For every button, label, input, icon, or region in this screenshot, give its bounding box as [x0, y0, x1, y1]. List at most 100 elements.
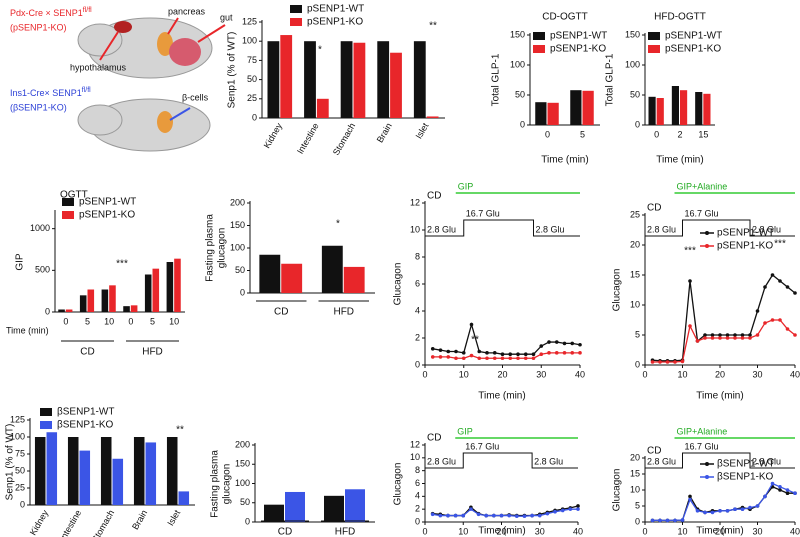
- y-tick-label: 50: [630, 89, 640, 99]
- data-point: [770, 481, 775, 486]
- protocol-label: 2.8 Glu: [752, 224, 781, 234]
- x-axis-label: Time (min): [6, 325, 49, 335]
- bar: [304, 41, 316, 119]
- data-point: [785, 327, 790, 331]
- organ-label: β-cells: [182, 92, 209, 102]
- y-tick-label: 25: [15, 482, 25, 492]
- y-axis-label: Fasting plasma: [210, 450, 221, 518]
- x-tick-label: 10: [459, 369, 469, 379]
- x-tick-label: 0: [63, 316, 68, 326]
- legend-label: pSENP1-KO: [717, 241, 773, 252]
- protocol-label: 2.8 Glu: [427, 456, 456, 466]
- y-tick-label: 2: [415, 504, 420, 514]
- legend-swatch: [290, 5, 302, 13]
- data-point: [547, 340, 551, 344]
- x-tick-label: 30: [752, 369, 762, 379]
- data-point: [560, 508, 565, 513]
- data-point: [461, 356, 466, 361]
- series-line: [652, 319, 796, 363]
- legend-swatch: [648, 32, 660, 40]
- data-point: [793, 333, 797, 337]
- data-point: [485, 356, 489, 361]
- mouse-head: [77, 23, 123, 57]
- x-tick-label: Brain: [375, 121, 394, 144]
- y-tick-label: 0: [240, 287, 245, 297]
- protocol-step: [645, 452, 795, 469]
- y-tick-label: 12: [410, 197, 420, 207]
- data-point: [710, 333, 715, 337]
- bar: [101, 289, 109, 312]
- legend-swatch: [62, 211, 74, 219]
- hypothalamus-organ: [114, 21, 132, 33]
- data-point: [562, 341, 567, 346]
- data-point: [688, 497, 692, 502]
- group-label: CD: [80, 347, 94, 358]
- data-point: [576, 507, 580, 511]
- data-point: [461, 351, 466, 355]
- data-point: [523, 352, 528, 357]
- data-point: [499, 513, 504, 518]
- data-point: [508, 356, 513, 361]
- stimulus-label: GIP: [458, 181, 474, 191]
- protocol-label: 2.8 Glu: [647, 456, 676, 466]
- chart-title: OGTT: [60, 190, 88, 201]
- organ-label: pancreas: [168, 6, 206, 16]
- bar: [264, 504, 284, 522]
- group-label: CD: [274, 307, 288, 318]
- bar: [259, 254, 281, 293]
- x-tick-label: 10: [458, 526, 468, 536]
- bar: [671, 86, 679, 125]
- protocol-step: [425, 219, 580, 237]
- data-point: [785, 491, 790, 496]
- protocol-label: 2.8 Glu: [534, 456, 563, 466]
- data-point: [469, 507, 473, 511]
- genotype-label: (pSENP1-KO): [10, 22, 67, 32]
- arrow: [169, 107, 191, 121]
- legend-label: pSENP1-KO: [550, 44, 606, 55]
- x-tick-label: 20: [715, 526, 725, 536]
- data-point: [718, 336, 722, 340]
- chart-panel: 0 2 4 6 8 10 12 Glucagon Time (min) ** 0 10 20 30 40 2.…: [393, 181, 585, 401]
- bar: [535, 102, 547, 125]
- x-tick-label: 15: [698, 129, 708, 139]
- data-point: [446, 349, 451, 354]
- arrow: [197, 24, 226, 43]
- protocol-label: 2.8 Glu: [427, 224, 456, 234]
- data-point: [778, 279, 782, 283]
- group-label: HFD: [142, 347, 163, 358]
- bar: [390, 52, 402, 118]
- data-point: [733, 507, 737, 512]
- bar: [178, 491, 190, 505]
- bar: [67, 437, 79, 505]
- y-tick-label: 0: [245, 516, 250, 526]
- y-tick-label: 100: [510, 59, 525, 69]
- bar: [345, 489, 365, 522]
- y-tick-label: 200: [230, 197, 245, 207]
- bar: [316, 98, 329, 118]
- legend-swatch: [533, 32, 545, 40]
- genotype-label: (βSENP1-KO): [10, 102, 67, 112]
- stimulus-label: GIP+Alanine: [677, 426, 728, 436]
- y-axis-label: Fasting plasma: [205, 214, 216, 282]
- data-point: [718, 333, 722, 337]
- x-tick-label: 0: [642, 526, 647, 536]
- stimulus-label: GIP: [457, 426, 473, 436]
- bar: [324, 495, 344, 522]
- bar: [377, 41, 390, 119]
- y-tick-label: 2: [415, 332, 420, 342]
- bar: [426, 116, 439, 118]
- bar: [133, 437, 145, 505]
- series-line: [652, 486, 795, 522]
- legend-label: βSENP1-WT: [57, 407, 114, 418]
- data-point: [725, 333, 730, 337]
- data-point: [725, 336, 730, 340]
- y-tick-label: 8: [415, 465, 420, 475]
- chart-title: CD-OGTT: [542, 12, 588, 23]
- legend-label: pSENP1-KO: [307, 17, 363, 28]
- data-point: [485, 351, 489, 355]
- y-tick-label: 10: [410, 452, 420, 462]
- x-tick-label: 2: [677, 129, 682, 139]
- x-tick-label: 40: [575, 369, 585, 379]
- data-point: [562, 351, 567, 355]
- y-axis-label: GIP: [15, 253, 26, 271]
